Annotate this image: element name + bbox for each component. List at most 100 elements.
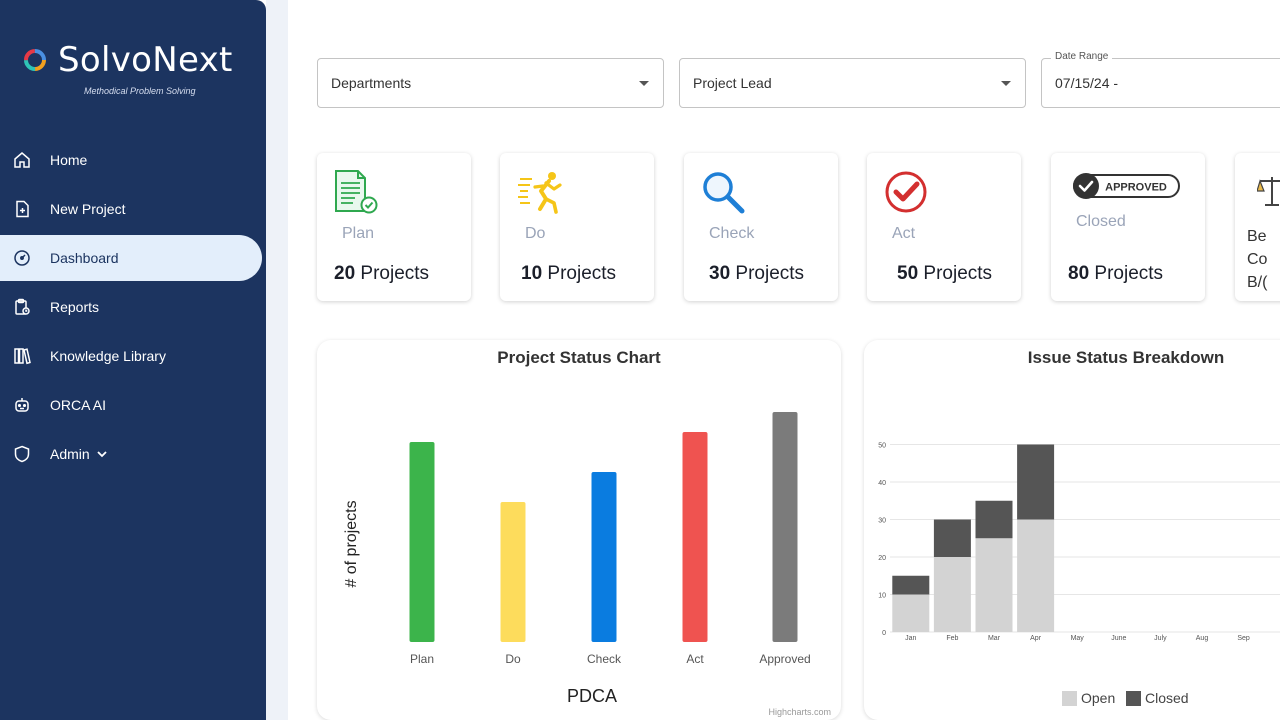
- y-tick-label: 0: [882, 630, 886, 637]
- sidebar-item-label: Admin: [50, 446, 90, 462]
- stat-card-check[interactable]: Check 30 Projects: [684, 153, 838, 301]
- chart-bar: [591, 472, 617, 642]
- stat-card-count: 50 Projects: [897, 263, 992, 285]
- sidebar-item-admin[interactable]: Admin: [0, 431, 262, 477]
- y-tick-label: 50: [878, 443, 886, 450]
- x-tick-label: July: [1154, 635, 1167, 642]
- stat-card-count: 10 Projects: [521, 263, 616, 285]
- sidebar-item-label: Dashboard: [50, 250, 119, 266]
- stat-card-label: Check: [709, 225, 755, 242]
- x-tick-label: Sep: [1237, 635, 1250, 642]
- x-tick-label: Jan: [905, 635, 916, 642]
- stat-card-act[interactable]: Act 50 Projects: [867, 153, 1021, 301]
- app-tagline: Methodical Problem Solving: [84, 86, 196, 96]
- stat-card-count-suffix: Projects: [360, 263, 430, 284]
- stacked-bar-segment: [1017, 444, 1055, 520]
- stacked-bar-segment: [933, 519, 971, 557]
- stat-card-benefits[interactable]: Be Co B/(: [1235, 153, 1280, 301]
- project-lead-select-value: Project Lead: [693, 75, 772, 91]
- checkmark-circle-icon: [885, 171, 927, 213]
- sidebar-item-knowledge-library[interactable]: Knowledge Library: [0, 333, 262, 379]
- books-icon: [12, 346, 32, 366]
- stacked-bar-segment: [933, 557, 971, 632]
- stat-card-label: Act: [892, 225, 916, 242]
- x-tick-label: Apr: [1030, 635, 1042, 642]
- stat-card-count-value: 10: [521, 263, 543, 284]
- clipboard-icon: [12, 297, 32, 317]
- stat-card-count-suffix: Projects: [547, 263, 617, 284]
- stat-card-label-line: Co: [1247, 251, 1268, 268]
- stat-card-label-line: B/(: [1247, 274, 1268, 291]
- chart-credit: Highcharts.com: [768, 707, 831, 717]
- legend-swatch: [1126, 691, 1141, 706]
- checklist-icon: [335, 170, 378, 214]
- stat-card-label: Plan: [342, 225, 375, 242]
- new-file-icon: [12, 199, 32, 219]
- date-range-field[interactable]: 07/15/24 -: [1041, 58, 1280, 108]
- sidebar-item-label: ORCA AI: [50, 397, 107, 413]
- stat-card-count: 20 Projects: [334, 263, 429, 285]
- sidebar-item-dashboard[interactable]: Dashboard: [0, 235, 262, 281]
- home-icon: [12, 150, 32, 170]
- stat-card-count-suffix: Projects: [735, 263, 805, 284]
- x-axis-label: PDCA: [567, 686, 617, 706]
- stat-card-label: Closed: [1076, 213, 1126, 230]
- app-name: SolvoNext: [58, 40, 233, 80]
- x-tick-label: Act: [686, 652, 704, 666]
- running-person-icon: [518, 172, 562, 214]
- sidebar-item-home[interactable]: Home: [0, 137, 262, 183]
- stat-card-count: 30 Projects: [709, 263, 804, 285]
- stat-card-plan[interactable]: Plan 20 Projects: [317, 153, 471, 301]
- departments-select-value: Departments: [331, 75, 412, 91]
- project-lead-select[interactable]: Project Lead: [679, 58, 1026, 108]
- scales-icon: [1257, 177, 1280, 206]
- x-tick-label: June: [1111, 635, 1126, 642]
- date-range-value: 07/15/24 -: [1055, 75, 1119, 91]
- sidebar-item-label: New Project: [50, 201, 126, 217]
- stat-card-count-value: 80: [1068, 263, 1090, 284]
- sidebar-item-label: Home: [50, 152, 88, 168]
- departments-select[interactable]: Departments: [317, 58, 664, 108]
- app-logo[interactable]: SolvoNext: [22, 40, 233, 80]
- stat-card-label-line: Be: [1247, 228, 1267, 245]
- sidebar-item-label: Knowledge Library: [50, 348, 166, 364]
- x-tick-label: Approved: [759, 652, 810, 666]
- stat-card-count-suffix: Projects: [923, 263, 993, 284]
- approved-badge-text: APPROVED: [1105, 182, 1167, 194]
- project-status-chart: Plan Do Check Act Approved PDCA # of projects H…: [343, 412, 831, 717]
- chevron-down-icon: [96, 448, 108, 460]
- legend-label: Open: [1081, 690, 1115, 706]
- x-tick-label: Aug: [1196, 635, 1209, 642]
- stat-card-count-value: 30: [709, 263, 731, 284]
- stat-card-closed[interactable]: APPROVED Closed 80 Projects: [1051, 153, 1205, 301]
- sidebar-item-label: Reports: [50, 299, 100, 315]
- stat-card-label: Do: [525, 225, 546, 242]
- legend-swatch: [1062, 691, 1077, 706]
- project-status-chart-panel: Project Status Chart Plan Do Check Act Appro…: [317, 340, 841, 720]
- issue-status-chart-panel: Issue Status Breakdown 0 10 20 30 40 50 Jan Feb…: [864, 340, 1280, 720]
- stat-card-count-value: 20: [334, 263, 356, 284]
- gauge-icon: [12, 248, 32, 268]
- stat-card-count-suffix: Projects: [1094, 263, 1164, 284]
- x-tick-label: Check: [587, 652, 622, 666]
- y-tick-label: 10: [878, 593, 886, 600]
- robot-icon: [12, 395, 32, 415]
- y-tick-label: 30: [878, 518, 886, 525]
- issue-status-chart: 0 10 20 30 40 50 Jan Feb Mar Apr May June July Aug Sep…: [878, 443, 1280, 706]
- x-tick-label: May: [1071, 635, 1085, 642]
- x-tick-label: Mar: [988, 635, 1001, 642]
- y-tick-label: 40: [878, 480, 886, 487]
- stacked-bar-segment: [892, 594, 930, 632]
- sidebar-item-orca-ai[interactable]: ORCA AI: [0, 382, 262, 428]
- x-tick-label: Feb: [946, 635, 958, 642]
- sidebar-item-reports[interactable]: Reports: [0, 284, 262, 330]
- sidebar-item-new-project[interactable]: New Project: [0, 186, 262, 232]
- sidebar: SolvoNext Methodical Problem Solving Hom…: [0, 0, 266, 720]
- stacked-bar-segment: [975, 500, 1013, 539]
- stacked-bar-segment: [1017, 519, 1055, 632]
- approved-badge-icon: APPROVED: [1073, 173, 1180, 199]
- chart-title: Project Status Chart: [497, 348, 661, 367]
- x-tick-label: Do: [505, 652, 521, 666]
- stat-card-do[interactable]: Do 10 Projects: [500, 153, 654, 301]
- chart-bar: [682, 432, 708, 642]
